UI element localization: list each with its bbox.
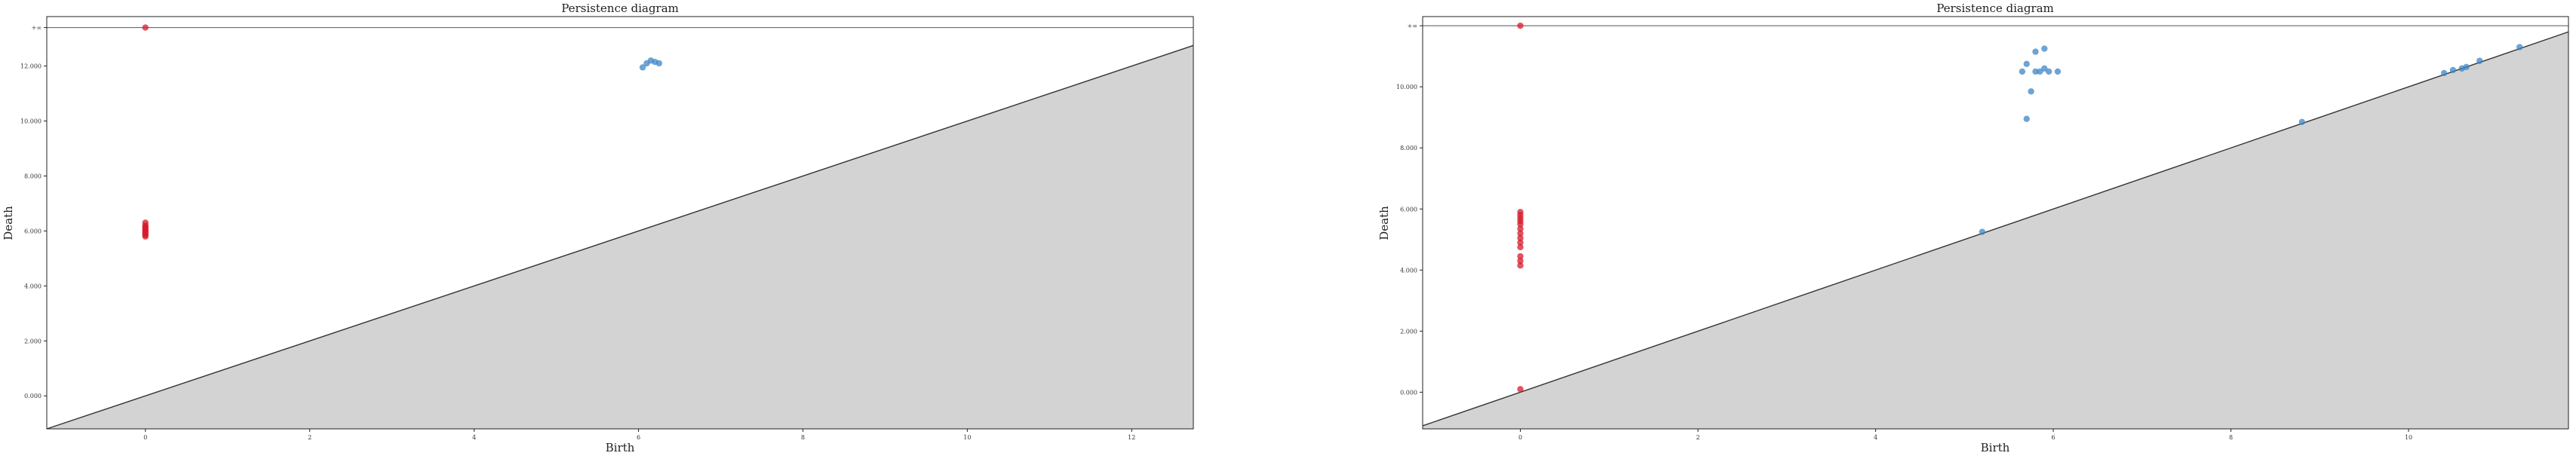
x-tick-label: 4 [1874,434,1878,441]
x-axis-label: Birth [606,441,635,454]
data-point-h0 [1517,22,1524,29]
infinity-tick-label: +∞ [32,25,41,32]
y-tick-label: 10.000 [20,118,41,125]
data-point-h1 [1979,228,1986,235]
data-point-h1 [2023,115,2030,122]
data-point-h1 [639,64,646,71]
data-point-h0 [1517,252,1524,260]
y-tick-label: 4.000 [24,283,41,289]
x-tick-label: 0 [143,434,147,441]
y-tick-label: 0.000 [1400,389,1417,396]
x-tick-label: 6 [637,434,640,441]
persistence-diagram-left: 0 2 4 6 8 10 12 0.000 2.000 4.000 6.000 8.000 10.00… [2,2,1194,454]
x-tick-label: 4 [472,434,476,441]
data-point-h1 [2516,44,2523,50]
data-point-h1 [2028,88,2034,95]
x-tick-label: 8 [2229,434,2233,441]
data-point-h0 [1517,234,1524,241]
data-point-h1 [2476,57,2483,64]
y-tick-label: 2.000 [24,338,41,344]
x-ticks: 0 2 4 6 8 10 [1518,429,2412,441]
x-axis-label: Birth [1981,441,2010,454]
points-group [142,24,662,240]
x-ticks: 0 2 4 6 8 10 12 [143,429,1135,441]
infinity-tick-label: +∞ [1408,23,1417,29]
data-point-h0 [142,24,149,31]
data-point-h1 [2037,68,2043,75]
data-point-h0 [1517,225,1524,232]
data-point-h1 [2032,68,2039,75]
y-tick-label: 6.000 [1400,206,1417,213]
y-ticks: 0.000 2.000 4.000 6.000 8.000 10.000 +∞ [1396,23,1423,396]
data-point-h1 [2045,68,2053,75]
y-axis-label: Death [2,206,15,240]
data-point-h1 [656,60,662,67]
axes-frame [46,16,1194,430]
y-ticks: 0.000 2.000 4.000 6.000 8.000 10.000 12.000 +∞ [20,25,47,399]
y-tick-label: 0.000 [24,393,41,399]
x-tick-label: 2 [308,434,312,441]
y-tick-label: 8.000 [24,173,41,180]
data-point-h1 [2449,66,2457,74]
x-tick-label: 10 [963,434,971,441]
axes-frame [1422,16,2569,430]
y-axis-label: Death [1377,206,1391,240]
data-point-h0 [1517,239,1524,246]
persistence-diagram-right: 0 2 4 6 8 10 0.000 2.000 4.000 6.000 8.000 10.000 +… [1377,2,2569,454]
diagonal-region [1423,32,2568,429]
diagonal-line [46,44,1194,430]
data-point-h1 [2054,68,2062,75]
data-point-h1 [2041,65,2048,72]
data-point-h0 [1517,221,1524,228]
y-tick-label: 6.000 [24,228,41,234]
y-tick-label: 8.000 [1400,145,1417,151]
y-tick-label: 10.000 [1396,84,1417,90]
y-tick-label: 2.000 [1400,328,1417,335]
data-point-h1 [2440,69,2448,77]
chart-title: Persistence diagram [561,2,679,15]
x-tick-label: 12 [1128,434,1135,441]
x-tick-label: 0 [1518,434,1522,441]
data-point-h0 [1517,262,1524,269]
data-point-h0 [1517,230,1524,237]
data-point-h1 [2298,118,2305,125]
diagonal-line [1422,31,2569,427]
data-point-h0 [1517,257,1524,265]
data-point-h0 [1517,386,1524,393]
x-tick-label: 8 [801,434,805,441]
chart-title: Persistence diagram [1936,2,2054,15]
data-point-h1 [2041,45,2048,52]
y-tick-label: 12.000 [20,63,41,70]
data-point-h1 [2019,68,2026,75]
x-tick-label: 2 [1696,434,1699,441]
data-point-h1 [2032,48,2039,55]
x-tick-label: 10 [2405,434,2412,441]
data-point-h0 [1517,243,1524,251]
points-group [1517,22,2523,393]
x-tick-label: 6 [2051,434,2055,441]
data-point-h1 [2463,63,2470,71]
data-point-h1 [2023,60,2030,68]
data-point-h0 [142,233,149,240]
y-tick-label: 4.000 [1400,267,1417,274]
